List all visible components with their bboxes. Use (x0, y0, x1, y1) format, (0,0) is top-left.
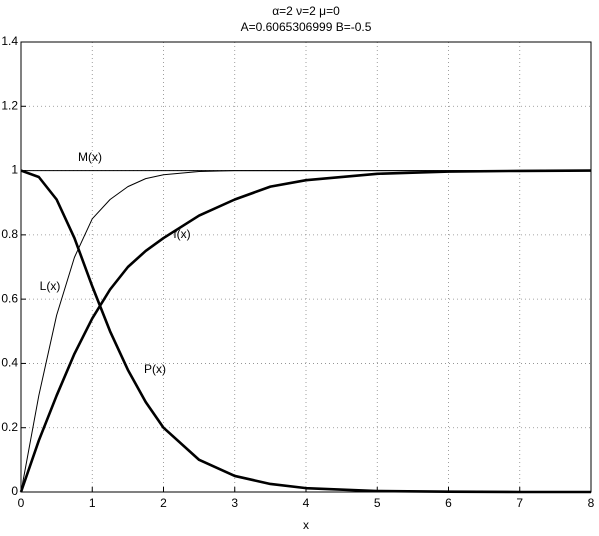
x-tick-label: 4 (303, 496, 310, 510)
x-tick-label: 7 (516, 496, 523, 510)
y-tick-label: 0.6 (1, 291, 18, 305)
series-line (19, 169, 592, 493)
x-tick-label: 6 (445, 496, 452, 510)
x-tick-label: 3 (231, 496, 238, 510)
plot-frame (20, 41, 592, 493)
x-axis-label: x (303, 518, 309, 532)
series-label: f(x) (173, 227, 190, 241)
y-tick-label: 0 (11, 484, 18, 498)
y-tick-label: 1 (11, 163, 18, 177)
x-tick-label: 0 (18, 496, 25, 510)
x-tick-label: 2 (160, 496, 167, 510)
y-tick-label: 0.2 (1, 420, 18, 434)
chart-title: α=2 ν=2 μ=0 (272, 4, 340, 18)
y-tick-label: 1.2 (1, 98, 18, 112)
series-label: P(x) (144, 362, 166, 376)
series-line (20, 170, 591, 493)
chart-subtitle: A=0.6065306999 B=-0.5 (241, 20, 372, 34)
x-tick-label: 5 (374, 496, 381, 510)
series-line (20, 169, 591, 494)
x-tick-label: 1 (89, 496, 96, 510)
series-label: L(x) (40, 279, 61, 293)
y-tick-label: 0.8 (1, 227, 18, 241)
y-tick-label: 1.4 (1, 34, 18, 48)
y-tick-label: 0.4 (1, 356, 18, 370)
series-label: M(x) (78, 150, 102, 164)
x-tick-label: 8 (588, 496, 595, 510)
